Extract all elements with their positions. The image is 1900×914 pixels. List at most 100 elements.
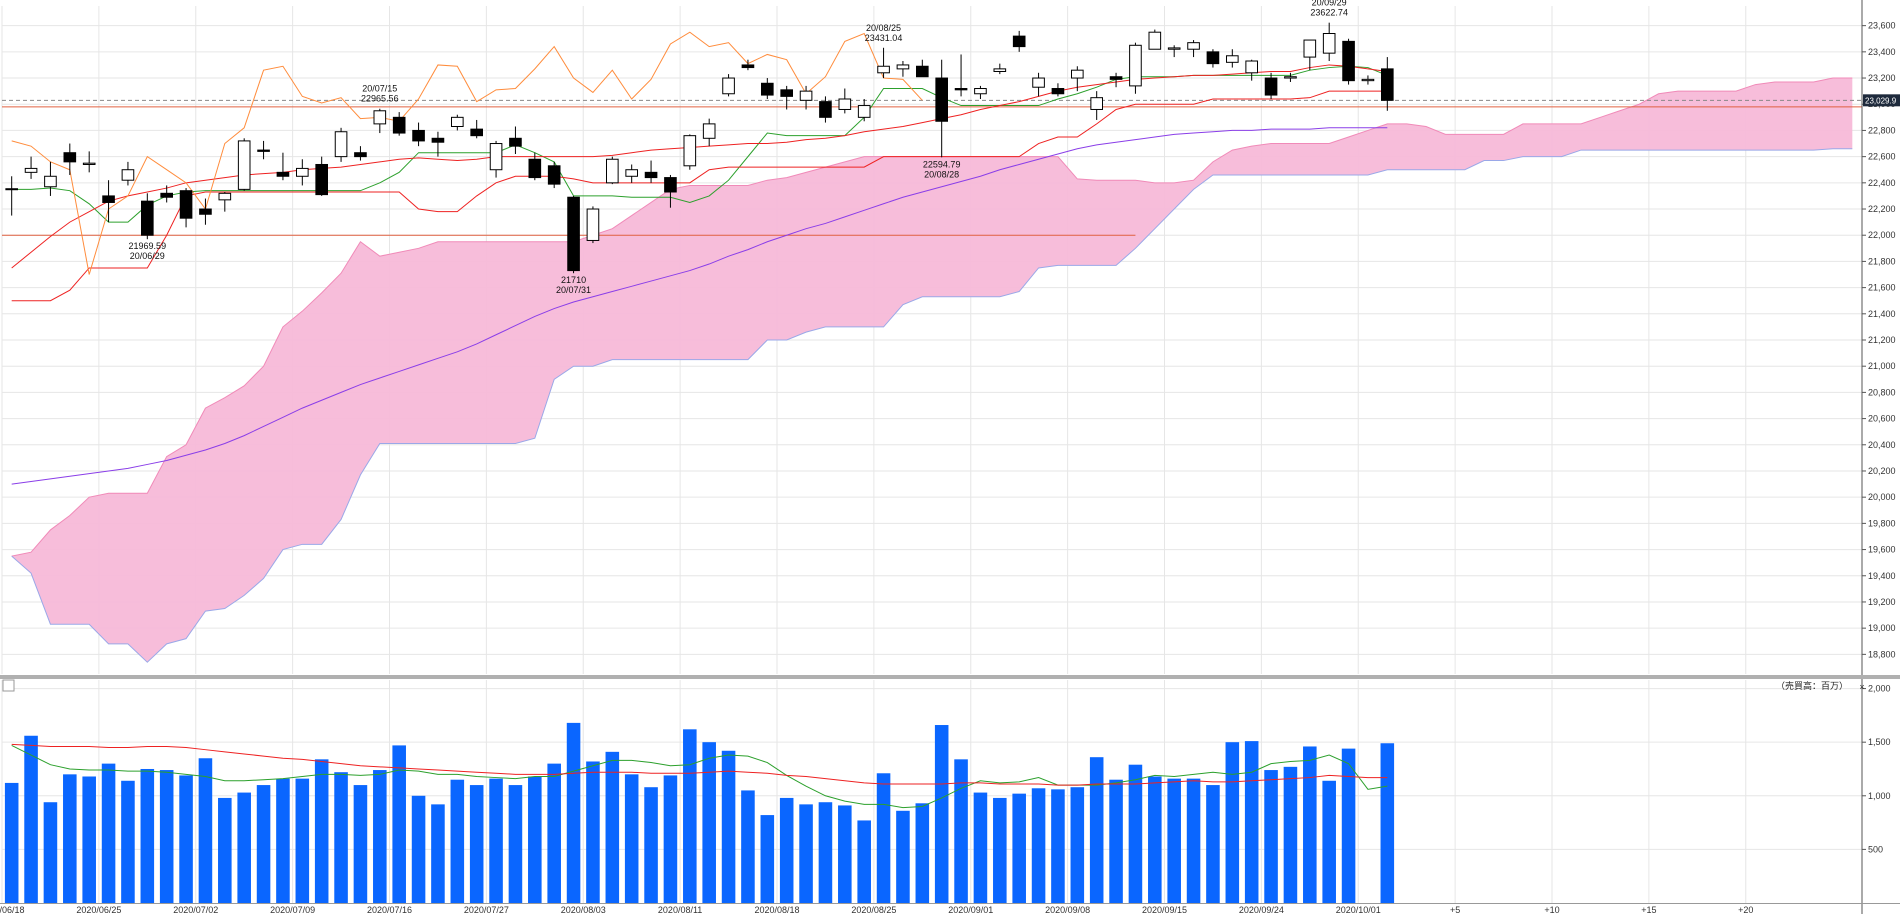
volume-bar xyxy=(683,729,697,903)
price-tick-label: 19,600 xyxy=(1868,545,1896,555)
candle-down xyxy=(935,77,948,122)
kijun-line xyxy=(11,90,1388,302)
date-tick-label: 2020/09/15 xyxy=(1142,905,1187,914)
chart-ui: × xyxy=(2,679,1865,692)
candle-down xyxy=(470,128,483,137)
volume-tick-label: 500 xyxy=(1868,844,1883,854)
candle-down xyxy=(954,88,968,91)
volume-bar xyxy=(605,751,620,903)
candle-up xyxy=(121,169,135,181)
candle-up xyxy=(606,158,619,184)
volume-bar xyxy=(1089,757,1104,903)
candle-up xyxy=(218,192,232,201)
candle-up xyxy=(1129,44,1142,87)
candle-up xyxy=(237,140,251,190)
candle-down xyxy=(102,195,115,203)
volume-bar xyxy=(896,810,910,903)
candle-down xyxy=(741,64,755,69)
candle-down xyxy=(257,149,270,152)
annotation-price: 21710 xyxy=(561,275,586,285)
volume-bar xyxy=(1380,743,1395,903)
volume-bar xyxy=(237,792,251,903)
candle-down xyxy=(412,129,425,142)
candle-up xyxy=(1245,60,1258,74)
volume-bar xyxy=(547,763,561,903)
annotation-price: 23622.74 xyxy=(1310,8,1348,18)
volume-long-line xyxy=(11,743,1388,786)
candle-up xyxy=(1226,55,1239,63)
annotation-price: 21969.59 xyxy=(129,241,167,251)
price-tick-label: 20,800 xyxy=(1868,387,1896,397)
price-tick-label: 22,000 xyxy=(1868,230,1896,240)
volume-bar xyxy=(411,795,426,903)
date-tick-label: +20 xyxy=(1738,905,1753,914)
chikou-line xyxy=(11,31,923,275)
price-tick-label: 20,400 xyxy=(1868,440,1896,450)
volume-bar xyxy=(799,804,813,903)
candle-down xyxy=(63,152,77,163)
volume-bar xyxy=(876,773,891,903)
candle-down xyxy=(644,171,658,179)
price-tick-label: 21,800 xyxy=(1868,256,1896,266)
candle-down xyxy=(141,200,154,236)
candle-down xyxy=(916,65,929,78)
date-tick-label: +15 xyxy=(1641,905,1656,914)
volume-bar xyxy=(392,745,406,903)
volume-bar xyxy=(218,797,232,903)
volume-bar xyxy=(1148,776,1162,903)
sma_long-line xyxy=(11,127,1388,485)
date-tick-label: 2020/06/25 xyxy=(76,905,121,914)
price-tick-label: 19,000 xyxy=(1868,623,1896,633)
date-tick-label: 2020/07/27 xyxy=(464,905,509,914)
candle-up xyxy=(24,167,38,173)
date-tick-label: 2020/08/03 xyxy=(561,905,606,914)
tenkan-line xyxy=(11,65,1388,223)
volume-bar xyxy=(1283,766,1298,903)
date-tick-label: 2020/07/09 xyxy=(270,905,315,914)
date-tick-label: 2020/10/01 xyxy=(1336,905,1381,914)
candle-down xyxy=(1051,88,1065,95)
volume-bar xyxy=(838,805,852,903)
volume-bar xyxy=(663,775,678,903)
volume-bar xyxy=(179,775,193,903)
candle-up xyxy=(1148,31,1162,50)
volume-bar xyxy=(973,792,988,903)
date-tick-label: 2020/08/11 xyxy=(658,905,702,914)
volume-bar xyxy=(43,802,58,903)
price-tick-label: 20,000 xyxy=(1868,492,1896,502)
volume-bar xyxy=(469,785,484,903)
candle-down xyxy=(528,158,542,179)
volume-bar xyxy=(857,820,871,903)
annotation-date: 20/09/29 xyxy=(1312,0,1347,8)
date-tick-label: 2020/08/25 xyxy=(851,905,896,914)
price-tick-label: 21,000 xyxy=(1868,361,1896,371)
volume-bar xyxy=(63,774,77,903)
volume-bar xyxy=(915,803,930,903)
date-tick-label: 2020/09/24 xyxy=(1239,905,1284,914)
volume-bar xyxy=(818,802,833,903)
candle-down xyxy=(547,165,561,185)
volume-bar xyxy=(1128,764,1143,903)
volume-bar xyxy=(644,787,658,903)
candle-up xyxy=(683,135,697,167)
volume-bar xyxy=(1225,742,1240,903)
current-price-label: 23,029.9 xyxy=(1865,96,1897,105)
volume-bar xyxy=(721,750,736,903)
candle-up xyxy=(451,116,464,128)
price-tick-label: 18,800 xyxy=(1868,649,1896,659)
candle-up xyxy=(1071,69,1084,79)
candle-up xyxy=(373,110,387,125)
price-tick-label: 22,400 xyxy=(1868,178,1896,188)
volume-unit-label: （売買高：百万） xyxy=(1776,680,1848,691)
volume-bar xyxy=(276,778,290,903)
annotation-price: 22594.79 xyxy=(923,159,961,169)
candle-up xyxy=(896,64,910,70)
volume-tick-label: 2,000 xyxy=(1868,684,1891,694)
candle-up xyxy=(1284,76,1297,79)
volume-bar xyxy=(741,790,755,903)
volume-bar xyxy=(1031,788,1046,903)
candle-down xyxy=(276,171,290,177)
volume-bar xyxy=(4,782,19,903)
volume-bar xyxy=(1167,778,1181,903)
